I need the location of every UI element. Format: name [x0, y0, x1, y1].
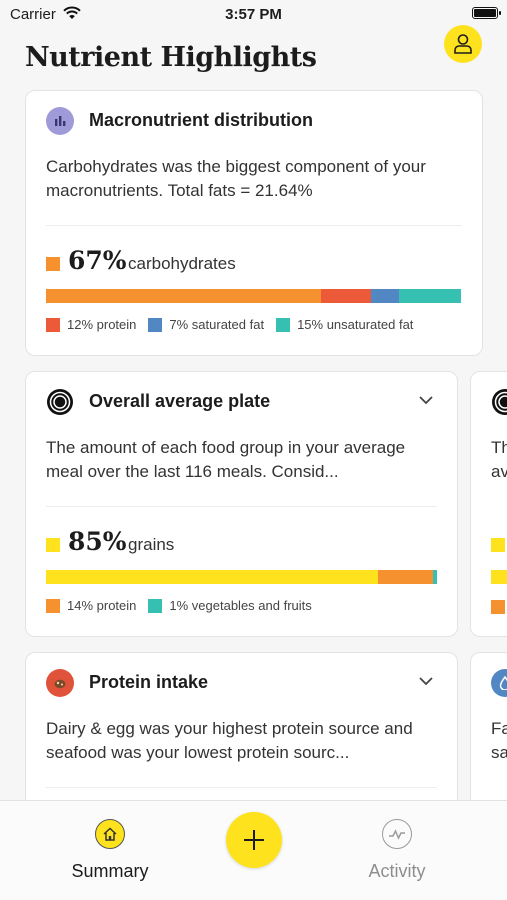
grains-swatch	[491, 538, 505, 552]
tab-activity[interactable]: Activity	[337, 819, 457, 882]
status-bar: Carrier 3:57 PM	[0, 0, 507, 28]
average-plate-card[interactable]: Overall average plate The amount of each…	[25, 371, 458, 637]
macronutrient-card[interactable]: Macronutrient distribution Carbohydrates…	[25, 90, 483, 356]
card-description: The amount of each food group in your av…	[46, 438, 406, 481]
bar-segment-protein	[378, 570, 434, 584]
legend-label: 14% protein	[67, 598, 137, 613]
protein-swatch	[491, 600, 505, 614]
water-drop-icon	[491, 669, 507, 697]
legend-label: 1% vegetables and fruits	[169, 598, 312, 613]
food-group-bar	[46, 570, 437, 584]
legend-label: 15% unsaturated fat	[297, 317, 414, 332]
card-title: Macronutrient distribution	[89, 110, 313, 130]
tab-label: Activity	[368, 861, 426, 881]
legend: 12% protein 7% saturated fat 15% unsatur…	[46, 317, 425, 332]
highlight-label: carbohydrates	[128, 254, 236, 273]
chevron-down-icon[interactable]	[419, 677, 433, 686]
card-description: Th av	[491, 438, 507, 481]
card-title: Protein intake	[89, 672, 209, 692]
home-icon	[95, 819, 125, 849]
card-description: Carbohydrates was the biggest component …	[46, 157, 426, 200]
bar-segment-vegetables-and-fruits	[433, 570, 437, 584]
macronutrient-bar	[46, 289, 461, 303]
divider	[46, 787, 437, 788]
card-description: Dairy & egg was your highest protein sou…	[46, 719, 413, 762]
status-time: 3:57 PM	[225, 6, 282, 23]
tab-label: Summary	[71, 861, 149, 881]
page-title: Nutrient Highlights	[25, 42, 317, 73]
bar-chart-icon	[46, 107, 74, 135]
person-icon	[454, 34, 472, 54]
wifi-icon	[63, 6, 81, 19]
legend-label: 7% saturated fat	[169, 317, 265, 332]
bar-segment-saturated-fat	[370, 289, 400, 303]
card-description: Fa sa	[491, 719, 507, 762]
battery-icon	[472, 7, 501, 19]
legend-item-protein: 14% protein	[46, 598, 136, 613]
legend: 14% protein 1% vegetables and fruits	[46, 598, 324, 613]
plus-icon	[244, 830, 264, 850]
legend-item-unsaturated-fat: 15% unsaturated fat	[276, 317, 413, 332]
carbohydrates-swatch	[46, 257, 60, 271]
grains-swatch	[46, 538, 60, 552]
food-group-bar	[491, 570, 507, 584]
add-button[interactable]	[226, 812, 282, 868]
legend-item-vegetables-fruits: 1% vegetables and fruits	[148, 598, 312, 613]
activity-icon	[382, 819, 412, 849]
plate-icon	[491, 388, 507, 416]
chevron-down-icon[interactable]	[419, 396, 433, 405]
bar-segment-carbohydrates	[46, 289, 322, 303]
highlight-label: grains	[128, 535, 175, 554]
legend-item-protein: 12% protein	[46, 317, 136, 332]
food-icon	[46, 669, 74, 697]
highlight-value: 85%	[68, 527, 127, 556]
highlight-value: 67%	[68, 246, 127, 275]
tab-summary[interactable]: Summary	[50, 819, 170, 882]
divider	[46, 225, 462, 226]
bar-segment-protein	[321, 289, 371, 303]
profile-button[interactable]	[444, 25, 482, 63]
carrier-label: Carrier	[10, 6, 56, 23]
legend-label: 12% protein	[67, 317, 137, 332]
divider	[46, 506, 437, 507]
plate-icon	[46, 388, 74, 416]
bar-segment-unsaturated-fat	[399, 289, 461, 303]
bar-segment-grains	[46, 570, 379, 584]
card-title: Overall average plate	[89, 391, 271, 411]
legend-item-saturated-fat: 7% saturated fat	[148, 317, 264, 332]
next-card-peek[interactable]: Th av	[470, 371, 507, 637]
